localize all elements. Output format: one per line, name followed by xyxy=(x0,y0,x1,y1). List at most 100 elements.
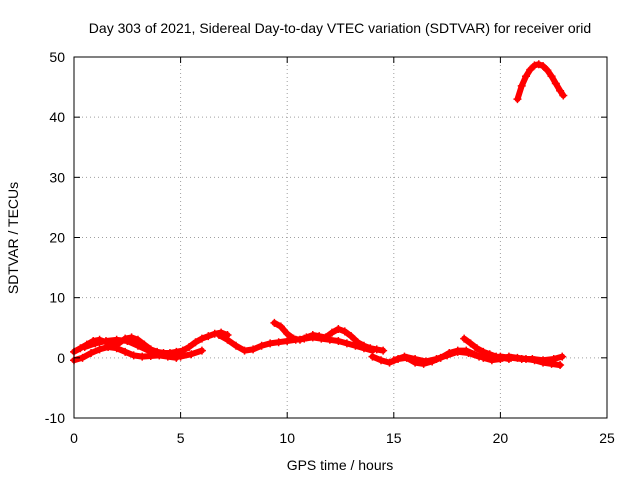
data-point xyxy=(283,336,292,345)
x-axis-label: GPS time / hours xyxy=(287,457,394,473)
data-point xyxy=(276,322,285,331)
x-tick-label: 15 xyxy=(386,430,402,446)
y-tick-label: 20 xyxy=(49,230,65,246)
data-point xyxy=(359,341,368,350)
series-arc-5 xyxy=(270,318,388,355)
data-point xyxy=(517,81,526,90)
data-point xyxy=(464,349,473,358)
data-point xyxy=(372,345,381,354)
data-point xyxy=(498,353,507,362)
data-point xyxy=(353,338,362,347)
data-point xyxy=(257,341,266,350)
data-point xyxy=(334,336,343,345)
data-point xyxy=(112,335,121,344)
data-point xyxy=(315,332,324,341)
y-tick-label: -10 xyxy=(45,410,65,426)
y-tick-label: 30 xyxy=(49,169,65,185)
y-tick-label: 10 xyxy=(49,290,65,306)
data-point xyxy=(165,351,174,360)
x-tick-label: 0 xyxy=(70,430,78,446)
data-point xyxy=(479,347,488,356)
x-tick-label: 25 xyxy=(599,430,615,446)
series-arc-9 xyxy=(513,60,568,104)
data-point xyxy=(377,356,386,365)
data-point xyxy=(539,62,548,71)
data-point xyxy=(191,338,200,347)
data-point xyxy=(517,355,526,364)
data-point xyxy=(129,351,138,360)
data-point xyxy=(289,334,298,343)
data-point xyxy=(104,343,113,352)
data-point xyxy=(526,65,535,74)
data-point xyxy=(556,86,565,95)
data-point xyxy=(513,95,522,104)
series-arc-3 xyxy=(80,335,206,361)
x-tick-label: 10 xyxy=(279,430,295,446)
data-point xyxy=(144,346,153,355)
data-point xyxy=(249,345,258,354)
data-point xyxy=(543,66,552,75)
data-point xyxy=(101,336,110,345)
data-point xyxy=(302,333,311,342)
data-point xyxy=(185,343,194,352)
data-point xyxy=(240,346,249,355)
data-point xyxy=(453,347,462,356)
y-axis-label: SDTVAR / TECUs xyxy=(5,182,21,294)
data-point xyxy=(197,334,206,343)
data-point xyxy=(366,344,375,353)
data-point xyxy=(176,352,185,361)
data-point xyxy=(197,346,206,355)
data-point xyxy=(485,350,494,359)
y-tick-label: 50 xyxy=(49,49,65,65)
data-point xyxy=(340,327,349,336)
data-point xyxy=(528,355,537,364)
data-point xyxy=(534,60,543,69)
data-point xyxy=(432,355,441,364)
data-point xyxy=(539,356,548,365)
data-point xyxy=(95,345,104,354)
data-point xyxy=(466,339,475,348)
data-point xyxy=(460,334,469,343)
data-point xyxy=(334,324,343,333)
data-point xyxy=(223,335,232,344)
series-arc-8 xyxy=(460,334,513,364)
data-point xyxy=(295,335,304,344)
data-point xyxy=(421,357,430,366)
data-point xyxy=(91,339,100,348)
data-point xyxy=(187,350,196,359)
data-point xyxy=(521,72,530,81)
data-point xyxy=(270,318,279,327)
data-series xyxy=(70,60,568,370)
data-point xyxy=(379,346,388,355)
y-tick-label: 0 xyxy=(57,350,65,366)
data-point xyxy=(283,329,292,338)
data-point xyxy=(400,352,409,361)
grid-lines xyxy=(74,57,607,418)
data-point xyxy=(214,330,223,339)
data-point xyxy=(138,352,147,361)
data-point xyxy=(556,361,565,370)
data-point xyxy=(80,343,89,352)
x-tick-label: 5 xyxy=(177,430,185,446)
data-point xyxy=(411,355,420,364)
chart-title: Day 303 of 2021, Sidereal Day-to-day VTE… xyxy=(89,20,591,36)
data-point xyxy=(327,328,336,337)
data-point xyxy=(558,352,567,361)
data-point xyxy=(87,349,96,358)
data-point xyxy=(347,332,356,341)
data-point xyxy=(232,341,241,350)
data-point xyxy=(530,61,539,70)
data-point xyxy=(443,351,452,360)
data-point xyxy=(475,352,484,361)
data-point xyxy=(308,330,317,339)
data-point xyxy=(559,91,568,100)
data-point xyxy=(549,355,558,364)
data-point xyxy=(155,350,164,359)
data-point xyxy=(204,332,213,341)
data-point xyxy=(123,336,132,345)
data-point xyxy=(492,352,501,361)
data-point xyxy=(133,341,142,350)
y-tick-label: 40 xyxy=(49,109,65,125)
data-point xyxy=(112,344,121,353)
